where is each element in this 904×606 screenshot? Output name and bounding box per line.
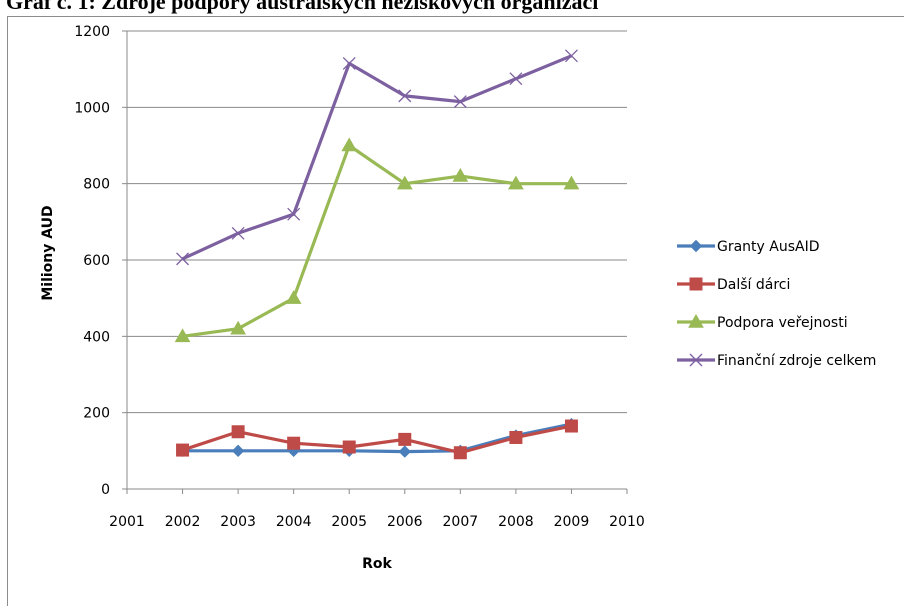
- marker-stroke: [342, 56, 356, 70]
- data-point: [508, 175, 524, 190]
- x-tick-label: 2004: [276, 514, 312, 530]
- page-title: Graf č. 1: Zdroje podpory australských n…: [6, 0, 599, 14]
- data-point: [231, 226, 245, 240]
- x-tick-label: 2007: [443, 514, 479, 530]
- x-tick-label: 2005: [331, 514, 367, 530]
- legend-marker: [688, 313, 704, 328]
- series-financni-zdroje-celkem: [176, 49, 578, 266]
- data-point: [174, 328, 191, 343]
- data-point: [398, 432, 412, 446]
- legend-marker: [689, 239, 703, 253]
- x-tick-label: 2006: [387, 514, 423, 530]
- y-tick-label: 1000: [74, 100, 110, 116]
- series-line: [182, 424, 572, 455]
- marker-stroke: [287, 207, 301, 221]
- legend-label: Podpora veřejnosti: [717, 315, 848, 331]
- y-tick-label: 200: [83, 406, 110, 422]
- data-point: [398, 89, 412, 103]
- x-tick-label: 2001: [109, 514, 145, 530]
- data-point: [564, 419, 578, 433]
- marker-stroke: [689, 353, 703, 367]
- y-tick-label: 1200: [74, 24, 110, 40]
- y-axis-title: Miliony AUD: [40, 205, 56, 300]
- marker-stroke: [176, 252, 190, 266]
- gridlines: [127, 30, 627, 414]
- data-point: [452, 168, 469, 182]
- data-point: [341, 137, 358, 152]
- axes: [122, 30, 628, 494]
- y-tick-label: 400: [83, 329, 110, 345]
- x-tick-label: 2003: [220, 514, 256, 530]
- y-tick-label: 0: [101, 482, 110, 498]
- y-tick-label: 600: [83, 253, 110, 269]
- legend-label: Finanční zdroje celkem: [717, 353, 876, 369]
- legend-marker: [689, 353, 703, 367]
- data-point: [509, 72, 523, 86]
- series-line: [182, 143, 572, 338]
- y-tick-labels: 0 200 400 600 800 1000 1200: [74, 24, 110, 498]
- data-point: [285, 290, 302, 304]
- legend: Granty AusAID Další dárci Podpora veřejnos…: [677, 239, 876, 369]
- marker-stroke: [453, 95, 467, 109]
- x-tick-label: 2008: [498, 514, 534, 530]
- legend-marker: [689, 277, 703, 291]
- series-podpora-verejnosti: [174, 137, 580, 343]
- data-point: [287, 207, 301, 221]
- data-point: [342, 56, 356, 70]
- legend-item: Granty AusAID: [677, 239, 820, 255]
- series-line: [182, 422, 572, 454]
- x-tick-label: 2009: [554, 514, 590, 530]
- marker-stroke: [231, 226, 245, 240]
- data-point: [453, 95, 467, 109]
- data-point: [398, 445, 411, 458]
- x-axis-title: Rok: [362, 556, 392, 572]
- legend-label: Další dárci: [717, 277, 790, 293]
- marker-stroke: [564, 49, 578, 63]
- data-point: [396, 175, 413, 190]
- series-dalsi-darci: [176, 419, 578, 460]
- x-tick-label: 2002: [165, 514, 201, 530]
- data-point: [564, 49, 578, 63]
- data-point: [509, 430, 523, 444]
- data-point: [563, 175, 580, 190]
- y-tick-label: 800: [83, 177, 110, 193]
- series-line: [181, 54, 573, 261]
- chart-frame: [7, 16, 904, 606]
- data-point: [453, 446, 467, 460]
- legend-item: Finanční zdroje celkem: [677, 353, 876, 369]
- legend-item: Podpora veřejnosti: [677, 313, 848, 331]
- x-tick-label: 2010: [609, 514, 645, 530]
- data-point: [231, 425, 245, 439]
- marker-stroke: [509, 72, 523, 86]
- data-point: [342, 440, 356, 454]
- marker-stroke: [398, 89, 412, 103]
- x-tick-labels: 2001 2002 2003 2004 2005 2006 2007 2008 2009 2010: [109, 514, 645, 530]
- series-lines: [174, 49, 580, 460]
- data-point: [231, 444, 245, 458]
- data-point: [176, 443, 190, 457]
- data-point: [230, 320, 246, 335]
- data-point: [176, 252, 190, 266]
- legend-item: Další dárci: [677, 277, 790, 293]
- data-point: [287, 436, 301, 450]
- legend-label: Granty AusAID: [717, 239, 820, 255]
